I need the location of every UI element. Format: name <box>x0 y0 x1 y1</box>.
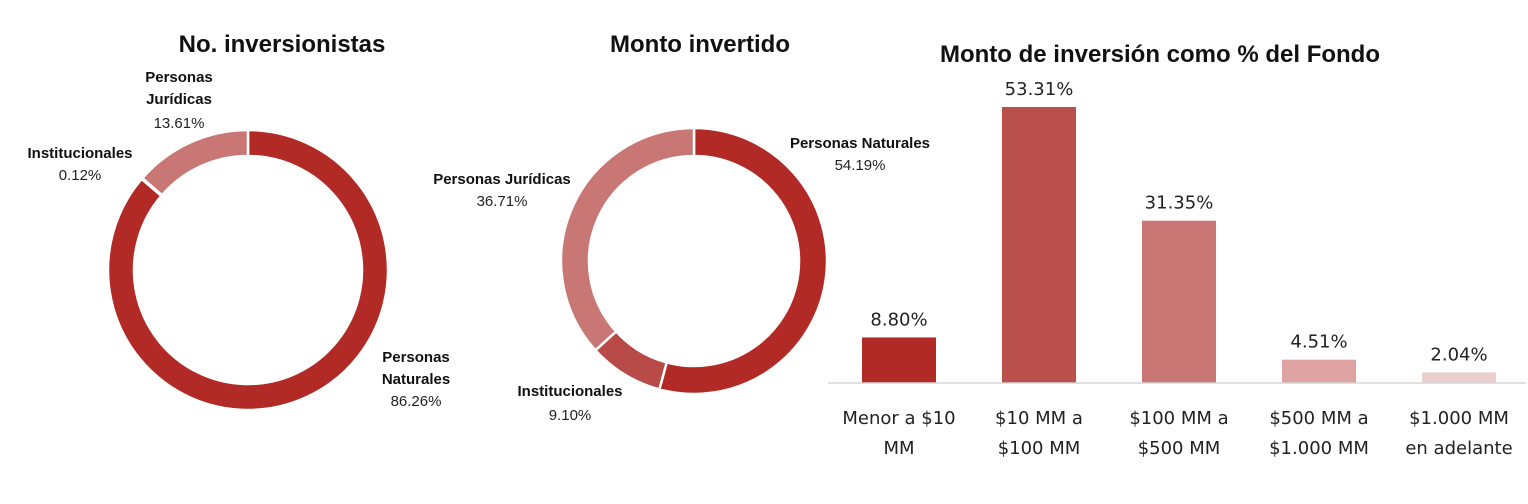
bar-data-label: 53.31% <box>1005 79 1074 100</box>
bar-group: 8.80% 53.31% 31.35% 4.51% 2.04% <box>862 79 1496 383</box>
category-label-line: Menor a $10 <box>842 408 955 429</box>
chart-title-fund-share: Monto de inversión como % del Fondo <box>940 41 1380 68</box>
donut-slice <box>106 128 390 412</box>
slice-name-line: Institucionales <box>517 383 622 400</box>
slice-name-line: Institucionales <box>27 145 132 162</box>
slice-percentage: 54.19% <box>835 157 886 174</box>
category-label-line: MM <box>883 438 914 459</box>
category-label-line: $100 MM <box>998 438 1081 459</box>
slice-percentage: 36.71% <box>477 193 528 210</box>
donut-slices-investors <box>106 128 390 412</box>
slice-percentage: 13.61% <box>154 115 205 132</box>
slice-label-personas-juridicas: Personas Jurídicas 36.71% <box>433 171 571 210</box>
slice-name-line: Personas Naturales <box>790 135 930 152</box>
donut-slice <box>140 128 250 197</box>
slice-name-line: Personas <box>145 69 213 86</box>
category-label-line: $1.000 MM <box>1269 438 1369 459</box>
slice-percentage: 86.26% <box>391 393 442 410</box>
bar <box>1282 359 1356 383</box>
donut-slice <box>559 126 696 353</box>
donut-slice <box>657 126 829 396</box>
category-label-line: $100 MM a <box>1129 408 1228 429</box>
bar-data-label: 4.51% <box>1290 332 1347 353</box>
slice-percentage: 9.10% <box>549 407 592 424</box>
category-label-line: en adelante <box>1405 438 1512 459</box>
bar-data-label: 31.35% <box>1145 193 1214 214</box>
bar-chart-fund-share: Monto de inversión como % del Fondo 8.80… <box>828 41 1526 459</box>
category-label-line: $500 MM a <box>1269 408 1368 429</box>
slice-label-personas-naturales: Personas Naturales 86.26% <box>382 349 450 410</box>
slice-percentage: 0.12% <box>59 167 102 184</box>
category-label-line: $1.000 MM <box>1409 408 1509 429</box>
slice-name-line: Personas <box>382 349 450 366</box>
bar <box>1142 220 1216 383</box>
donut-slices-amount <box>559 126 829 396</box>
bar-data-label: 2.04% <box>1430 344 1487 365</box>
bar-data-label: 8.80% <box>870 309 927 330</box>
slice-label-institucionales: Institucionales 9.10% <box>517 383 622 424</box>
bar <box>862 337 936 383</box>
donut-chart-amount: Monto invertido Personas Naturales 54.19… <box>433 31 930 424</box>
chart-title-investors: No. inversionistas <box>179 31 386 58</box>
bar <box>1002 107 1076 383</box>
slice-name-line: Personas Jurídicas <box>433 171 571 188</box>
category-labels: Menor a $10 MM $10 MM a $100 MM $100 MM a $50… <box>842 408 1512 459</box>
slice-name-line: Jurídicas <box>146 91 212 108</box>
slice-label-institucionales: Institucionales 0.12% <box>27 145 132 184</box>
category-label-line: $10 MM a <box>995 408 1083 429</box>
chart-title-amount: Monto invertido <box>610 31 790 58</box>
slice-label-personas-juridicas: Personas Jurídicas 13.61% <box>145 69 213 132</box>
bar <box>1422 372 1496 383</box>
donut-chart-investors: No. inversionistas Personas Naturales 86… <box>27 31 450 412</box>
slice-name-line: Naturales <box>382 371 450 388</box>
slice-label-personas-naturales: Personas Naturales 54.19% <box>790 135 930 174</box>
category-label-line: $500 MM <box>1138 438 1221 459</box>
